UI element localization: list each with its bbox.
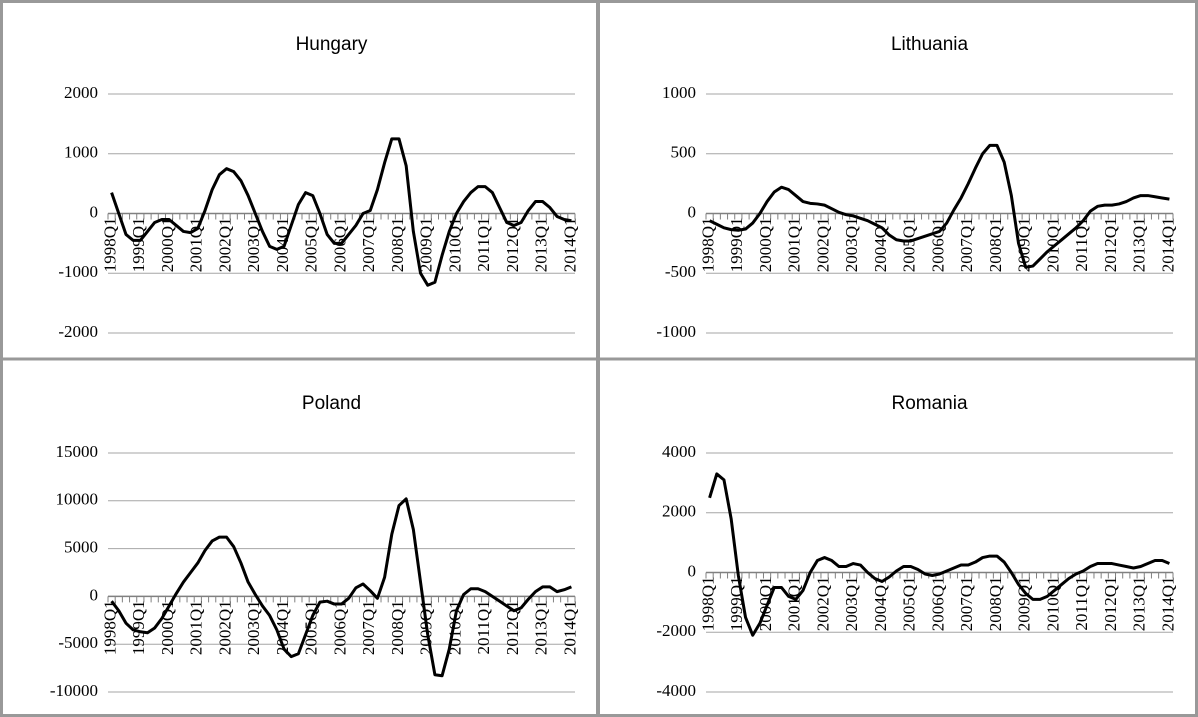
x-tick-label: 2008Q1: [388, 218, 407, 273]
x-tick-label: 1999Q1: [129, 600, 148, 655]
y-tick-label: 500: [671, 143, 697, 162]
x-tick-label: 2005Q1: [900, 577, 919, 632]
x-tick-label: 2002Q1: [813, 577, 832, 632]
y-tick-label: -500: [665, 262, 696, 281]
x-tick-label: 2007Q1: [359, 600, 378, 655]
x-tick-label: 2014Q1: [560, 600, 579, 655]
x-tick-label: 2012Q1: [1101, 218, 1120, 273]
x-tick-label: 2007Q1: [957, 218, 976, 273]
x-tick-label: 2001Q1: [187, 218, 206, 273]
x-tick-label: 2008Q1: [986, 218, 1005, 273]
x-tick-label: 2004Q1: [273, 218, 292, 273]
line: [110, 497, 572, 678]
x-tick-label: 2010Q1: [1043, 577, 1062, 632]
y-tick-label: -1000: [58, 262, 98, 281]
y-tick-label: 5000: [64, 538, 98, 557]
y-tick-label: 0: [90, 202, 99, 221]
x-tick-label: 2012Q1: [503, 218, 522, 273]
x-tick-label: 2011Q1: [474, 600, 493, 654]
y-tick-label: -4000: [656, 681, 696, 700]
x-tick-label: 2014Q1: [1158, 577, 1177, 632]
x-tick-label: 2013Q1: [532, 218, 551, 273]
x-tick-label: 2010Q1: [1043, 218, 1062, 273]
x-tick-label: 2013Q1: [1130, 577, 1149, 632]
chart-title: Lithuania: [891, 34, 969, 55]
y-tick-label: 1000: [64, 143, 98, 162]
x-tick-label: 2000Q1: [158, 218, 177, 273]
y-tick-label: 0: [90, 585, 99, 604]
x-tick-label: 2008Q1: [388, 600, 407, 655]
line: [110, 137, 572, 287]
x-tick-label: 2014Q1: [1158, 218, 1177, 273]
x-tick-label: 2001Q1: [187, 600, 206, 655]
x-tick-label: 2000Q1: [756, 218, 775, 273]
x-tick-label: 2004Q1: [273, 600, 292, 655]
y-tick-label: -2000: [656, 621, 696, 640]
y-tick-label: -10000: [50, 681, 98, 700]
x-tick-label: 2006Q1: [928, 218, 947, 273]
y-tick-label: 10000: [56, 490, 99, 509]
x-tick-label: 2006Q1: [330, 218, 349, 273]
x-tick-label: 2007Q1: [957, 577, 976, 632]
x-tick-label: 2003Q1: [244, 600, 263, 655]
x-tick-label: 2009Q1: [1015, 218, 1034, 273]
chart-title: Poland: [302, 393, 361, 414]
panel: Hungary -2000 -1000 0 1000 2000 1998Q1 1999Q1 20…: [58, 34, 579, 341]
x-tick-label: 2002Q1: [215, 218, 234, 273]
x-tick-label: 2005Q1: [900, 218, 919, 273]
x-tick-label: 2005Q1: [302, 218, 321, 273]
x-tick-label: 1998Q1: [100, 600, 119, 655]
x-tick-label: 2012Q1: [1101, 577, 1120, 632]
x-tick-label: 2003Q1: [842, 577, 861, 632]
line: [708, 143, 1170, 269]
y-tick-label: 2000: [64, 83, 98, 102]
x-tick-label: 2011Q1: [1072, 577, 1091, 631]
x-tick-label: 2009Q1: [1015, 577, 1034, 632]
x-tick-label: 2004Q1: [871, 577, 890, 632]
x-tick-label: 2003Q1: [244, 218, 263, 273]
x-tick-label: 2008Q1: [986, 577, 1005, 632]
y-tick-label: 1000: [662, 83, 696, 102]
x-tick-label: 2012Q1: [503, 600, 522, 655]
x-tick-label: 2011Q1: [474, 218, 493, 272]
line: [708, 472, 1170, 637]
x-tick-label: 2009Q1: [417, 218, 436, 273]
y-tick-label: -5000: [58, 633, 98, 652]
x-tick-label: 2013Q1: [532, 600, 551, 655]
y-tick-label: -2000: [58, 322, 98, 341]
y-tick-label: 15000: [56, 442, 99, 461]
y-tick-label: 0: [688, 561, 697, 580]
y-tick-label: 0: [688, 202, 697, 221]
x-tick-label: 2006Q1: [330, 600, 349, 655]
y-tick-label: 2000: [662, 502, 696, 521]
y-tick-label: -1000: [656, 322, 696, 341]
x-tick-label: 2006Q1: [928, 577, 947, 632]
y-tick-label: 4000: [662, 442, 696, 461]
x-tick-label: 1998Q1: [100, 218, 119, 273]
x-tick-label: 2002Q1: [813, 218, 832, 273]
x-tick-label: 1999Q1: [129, 218, 148, 273]
x-tick-label: 2005Q1: [302, 600, 321, 655]
chart-title: Romania: [891, 393, 967, 414]
panel: Poland -10000 -5000 0 5000 10000 15000 1998Q1 19…: [50, 393, 579, 700]
x-tick-label: 2011Q1: [1072, 218, 1091, 272]
x-tick-label: 2010Q1: [445, 218, 464, 273]
x-tick-label: 2013Q1: [1130, 218, 1149, 273]
x-tick-label: 1999Q1: [727, 218, 746, 273]
chart-title: Hungary: [296, 34, 368, 55]
x-tick-label: 2007Q1: [359, 218, 378, 273]
x-tick-label: 2001Q1: [785, 577, 804, 632]
x-tick-label: 2003Q1: [842, 218, 861, 273]
x-tick-label: 1998Q1: [698, 577, 717, 632]
x-tick-label: 2001Q1: [785, 218, 804, 273]
x-tick-label: 2014Q1: [560, 218, 579, 273]
x-tick-label: 2002Q1: [215, 600, 234, 655]
x-tick-label: 1998Q1: [698, 218, 717, 273]
panel: Lithuania -1000 -500 0 500 1000 1998Q1 1999Q1 20…: [656, 34, 1177, 341]
